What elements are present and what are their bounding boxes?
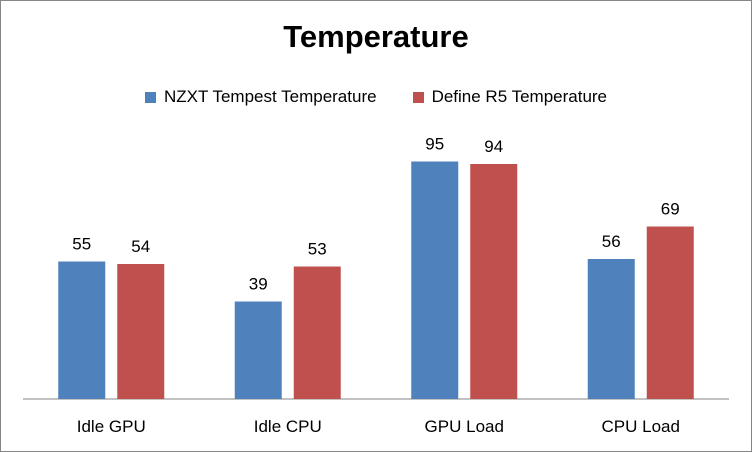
legend-item-series-1: NZXT Tempest Temperature <box>144 87 377 107</box>
data-label-1-3: 95 <box>425 135 444 154</box>
legend-label-series-2: Define R5 Temperature <box>431 87 608 106</box>
bar-1-4 <box>587 259 635 399</box>
data-label-2-4: 69 <box>661 200 680 219</box>
chart-title: Temperature <box>283 19 469 54</box>
legend-item-series-2: Define R5 Temperature <box>412 87 608 107</box>
data-label-1-1: 55 <box>72 235 91 254</box>
bar-2-2 <box>293 266 341 399</box>
category-label-2: Idle CPU <box>254 417 322 436</box>
data-label-1-4: 56 <box>602 232 621 251</box>
category-label-1: Idle GPU <box>77 417 146 436</box>
legend-label-series-1: NZXT Tempest Temperature <box>163 87 377 106</box>
bar-1-2 <box>234 301 282 399</box>
data-label-1-2: 39 <box>249 275 268 294</box>
bar-1-3 <box>411 161 459 399</box>
bar-2-4 <box>646 226 694 399</box>
bar-2-3 <box>470 164 518 399</box>
category-label-3: GPU Load <box>425 417 504 436</box>
data-label-2-1: 54 <box>131 237 150 256</box>
legend-swatch-series-2 <box>412 91 424 103</box>
legend: NZXT Tempest Temperature Define R5 Tempe… <box>1 87 751 107</box>
data-label-2-3: 94 <box>484 137 503 156</box>
category-label-4: CPU Load <box>602 417 680 436</box>
data-label-2-2: 53 <box>308 240 327 259</box>
bar-2-1 <box>117 264 165 399</box>
bar-1-1 <box>58 261 106 399</box>
legend-swatch-series-1 <box>144 91 156 103</box>
